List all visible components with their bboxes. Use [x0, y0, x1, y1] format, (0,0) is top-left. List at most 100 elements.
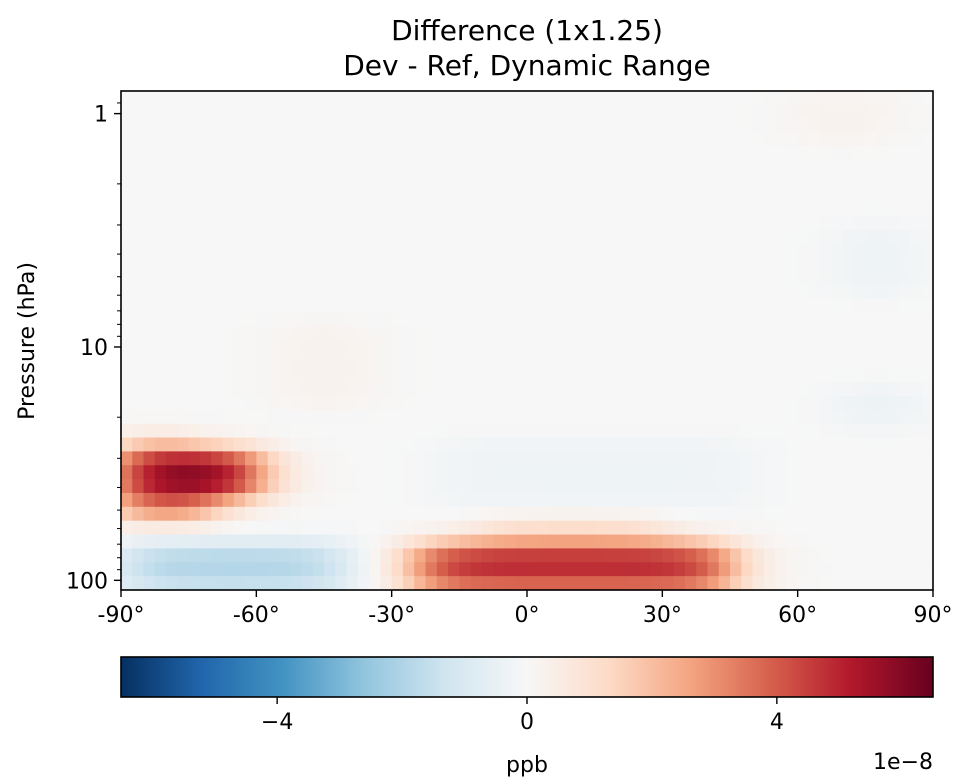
heatmap-cell	[335, 368, 348, 383]
heatmap-cell	[662, 285, 675, 300]
heatmap-cell	[696, 271, 709, 286]
heatmap-cell	[459, 368, 472, 383]
heatmap-cell	[876, 312, 889, 328]
heatmap-cell	[188, 506, 201, 522]
heatmap-cell	[651, 368, 663, 383]
heatmap-cell	[560, 146, 573, 161]
heatmap-cell	[121, 104, 133, 120]
heatmap-cell	[143, 479, 156, 494]
heatmap-cell	[854, 91, 866, 106]
heatmap-cell	[493, 188, 506, 203]
heatmap-cell	[425, 451, 438, 466]
heatmap-cell	[628, 257, 641, 272]
heatmap-cell	[639, 257, 652, 272]
heatmap-cell	[459, 340, 472, 355]
heatmap-cell	[786, 312, 799, 328]
heatmap-cell	[684, 492, 697, 508]
heatmap-cell	[549, 534, 562, 550]
heatmap-cell	[820, 451, 833, 466]
heatmap-cell	[391, 146, 404, 161]
heatmap-cell	[132, 188, 145, 203]
heatmap-cell	[673, 492, 686, 508]
heatmap-cell	[639, 492, 652, 508]
heatmap-cell	[121, 298, 133, 314]
heatmap-cell	[211, 298, 224, 314]
heatmap-cell	[346, 520, 359, 536]
heatmap-cell	[707, 160, 720, 175]
heatmap-cell	[459, 271, 472, 286]
heatmap-cell	[786, 257, 799, 272]
heatmap-cell	[854, 340, 866, 355]
heatmap-cell	[628, 118, 641, 134]
heatmap-cell	[267, 312, 280, 328]
heatmap-cell	[696, 465, 709, 480]
heatmap-cell	[402, 312, 415, 328]
heatmap-cell	[324, 492, 336, 508]
heatmap-cell	[707, 437, 720, 452]
heatmap-cell	[515, 520, 528, 536]
heatmap-cell	[414, 298, 427, 314]
heatmap-cell	[504, 451, 517, 466]
heatmap-cell	[481, 562, 494, 577]
heatmap-cell	[763, 409, 776, 425]
heatmap-cell	[448, 132, 460, 148]
heatmap-cell	[538, 201, 551, 217]
heatmap-cell	[752, 382, 765, 397]
heatmap-cell	[628, 451, 641, 466]
heatmap-cell	[628, 326, 641, 342]
heatmap-cell	[865, 492, 878, 508]
heatmap-cell	[222, 146, 235, 161]
heatmap-cell	[459, 492, 472, 508]
heatmap-cell	[662, 492, 675, 508]
heatmap-cell	[808, 215, 821, 231]
heatmap-cell	[730, 298, 742, 314]
heatmap-cell	[662, 326, 675, 342]
heatmap-cell	[515, 368, 528, 383]
heatmap-cell	[865, 520, 878, 536]
heatmap-cell	[763, 354, 776, 369]
heatmap-cell	[718, 201, 731, 217]
heatmap-cell	[233, 492, 246, 508]
heatmap-cell	[910, 395, 923, 411]
heatmap-cell	[752, 312, 765, 328]
heatmap-cell	[470, 285, 483, 300]
heatmap-cell	[312, 340, 325, 355]
heatmap-cell	[493, 257, 506, 272]
heatmap-cell	[470, 409, 483, 425]
heatmap-cell	[515, 243, 528, 258]
heatmap-cell	[865, 243, 878, 258]
heatmap-cell	[459, 423, 472, 439]
heatmap-cell	[741, 298, 754, 314]
heatmap-cell	[684, 534, 697, 550]
heatmap-cell	[425, 354, 438, 369]
heatmap-cell	[233, 201, 246, 217]
heatmap-cell	[504, 326, 517, 342]
heatmap-cell	[605, 174, 618, 189]
heatmap-cell	[233, 188, 246, 203]
heatmap-cell	[335, 465, 348, 480]
heatmap-cell	[684, 104, 697, 120]
heatmap-cell	[718, 354, 731, 369]
heatmap-cell	[572, 520, 584, 536]
heatmap-cell	[369, 354, 381, 369]
heatmap-cell	[741, 118, 754, 134]
heatmap-cell	[775, 479, 787, 494]
heatmap-cell	[628, 298, 641, 314]
heatmap-cell	[324, 368, 336, 383]
heatmap-cell	[775, 340, 787, 355]
heatmap-cell	[481, 174, 494, 189]
heatmap-cell	[290, 188, 303, 203]
heatmap-cell	[831, 576, 844, 591]
heatmap-cell	[605, 326, 618, 342]
heatmap-cell	[199, 312, 212, 328]
heatmap-cell	[414, 423, 427, 439]
heatmap-cell	[605, 520, 618, 536]
heatmap-cell	[301, 160, 314, 175]
heatmap-cell	[651, 118, 663, 134]
heatmap-cell	[222, 382, 235, 397]
heatmap-cell	[583, 368, 596, 383]
heatmap-cell	[763, 576, 776, 591]
heatmap-cell	[549, 91, 562, 106]
heatmap-cell	[143, 146, 156, 161]
heatmap-cell	[324, 215, 336, 231]
